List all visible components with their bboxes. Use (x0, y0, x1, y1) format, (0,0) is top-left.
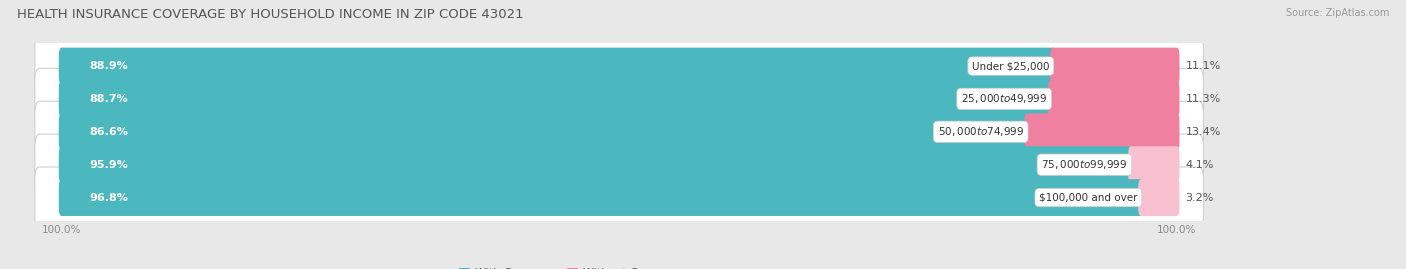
FancyBboxPatch shape (1050, 48, 1180, 84)
Text: 88.9%: 88.9% (90, 61, 128, 71)
FancyBboxPatch shape (1139, 179, 1180, 216)
FancyBboxPatch shape (1047, 80, 1180, 117)
Text: $25,000 to $49,999: $25,000 to $49,999 (962, 93, 1047, 105)
Text: 4.1%: 4.1% (1185, 160, 1213, 170)
FancyBboxPatch shape (59, 146, 1133, 183)
FancyBboxPatch shape (59, 114, 1031, 150)
Text: $75,000 to $99,999: $75,000 to $99,999 (1042, 158, 1128, 171)
Text: 86.6%: 86.6% (90, 127, 128, 137)
FancyBboxPatch shape (59, 179, 1143, 216)
Text: 88.7%: 88.7% (90, 94, 128, 104)
Text: Under $25,000: Under $25,000 (972, 61, 1049, 71)
FancyBboxPatch shape (1025, 114, 1180, 150)
Text: HEALTH INSURANCE COVERAGE BY HOUSEHOLD INCOME IN ZIP CODE 43021: HEALTH INSURANCE COVERAGE BY HOUSEHOLD I… (17, 8, 523, 21)
Text: Source: ZipAtlas.com: Source: ZipAtlas.com (1285, 8, 1389, 18)
FancyBboxPatch shape (59, 48, 1056, 84)
Text: 3.2%: 3.2% (1185, 193, 1213, 203)
FancyBboxPatch shape (59, 80, 1053, 117)
FancyBboxPatch shape (35, 167, 1204, 228)
FancyBboxPatch shape (35, 101, 1204, 162)
Text: 11.3%: 11.3% (1185, 94, 1220, 104)
FancyBboxPatch shape (35, 36, 1204, 97)
Text: 13.4%: 13.4% (1185, 127, 1220, 137)
Text: 11.1%: 11.1% (1185, 61, 1220, 71)
Text: $50,000 to $74,999: $50,000 to $74,999 (938, 125, 1024, 138)
FancyBboxPatch shape (1128, 146, 1180, 183)
Text: 95.9%: 95.9% (90, 160, 128, 170)
Legend: With Coverage, Without Coverage: With Coverage, Without Coverage (454, 263, 689, 269)
FancyBboxPatch shape (35, 68, 1204, 129)
Text: 96.8%: 96.8% (90, 193, 128, 203)
FancyBboxPatch shape (35, 134, 1204, 195)
Text: $100,000 and over: $100,000 and over (1039, 193, 1137, 203)
